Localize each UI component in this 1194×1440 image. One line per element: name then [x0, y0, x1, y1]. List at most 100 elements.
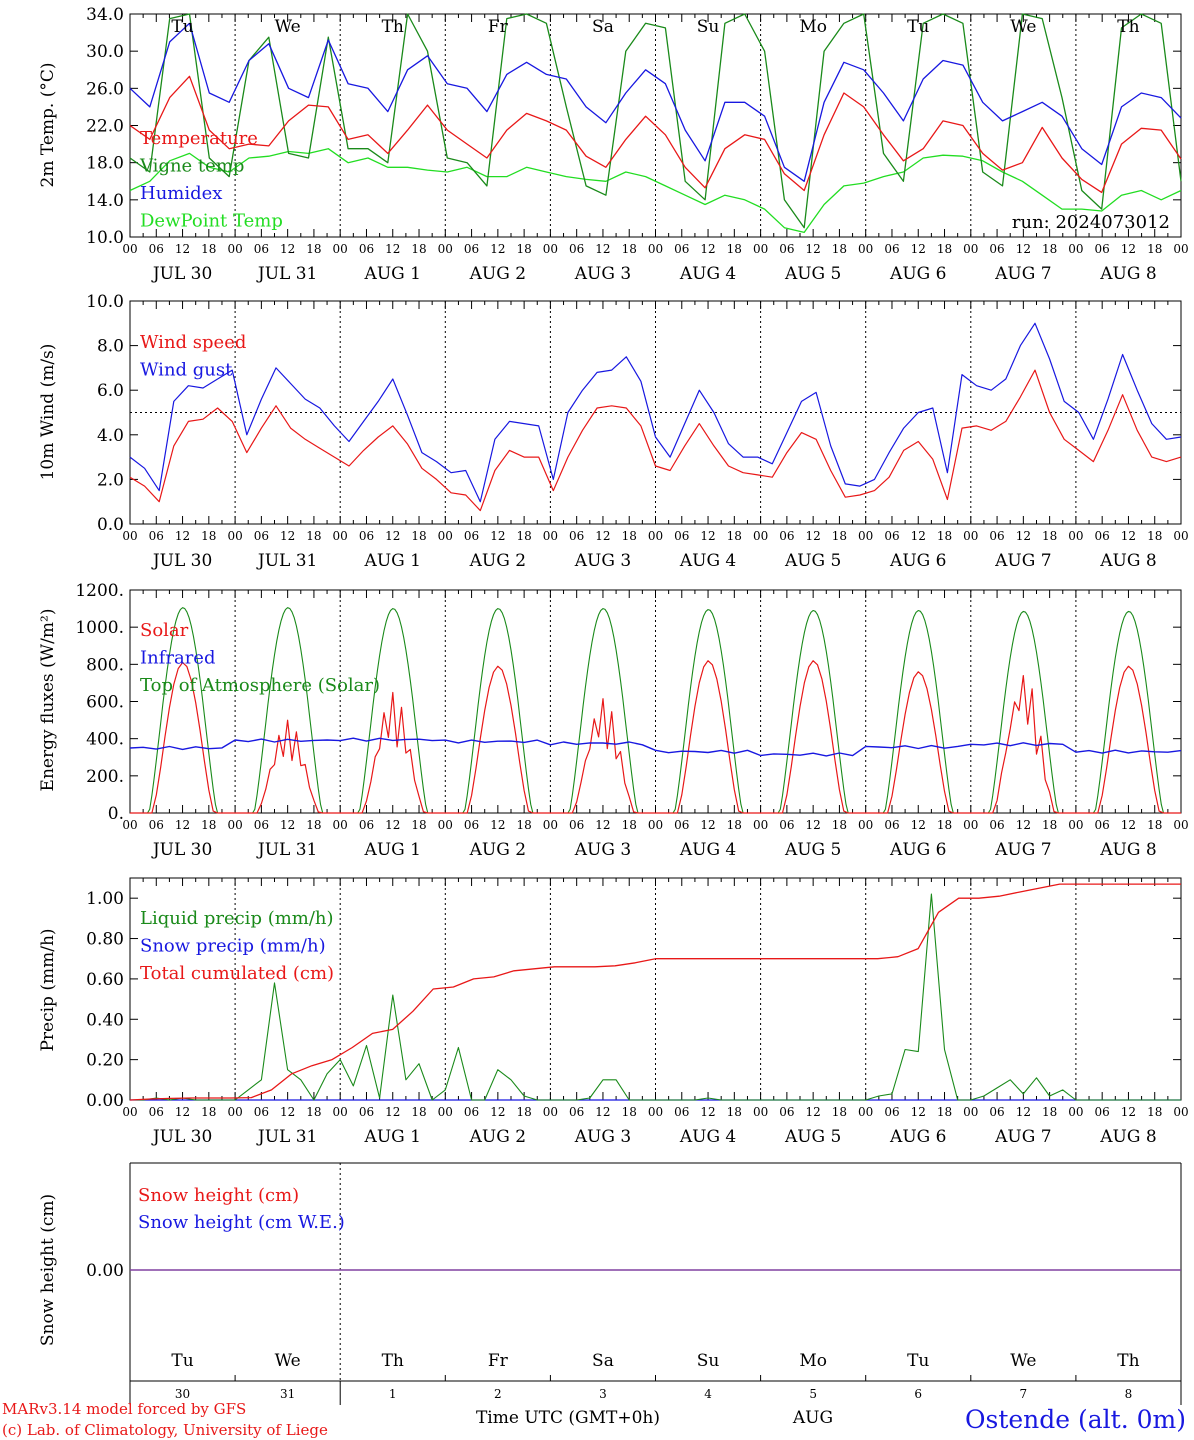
hour-tick-label: 00: [963, 1105, 978, 1119]
hour-tick-label: 06: [989, 818, 1004, 832]
date-label: AUG 5: [784, 840, 841, 860]
hour-tick-label: 06: [569, 242, 584, 256]
hour-tick-label: 00: [963, 242, 978, 256]
hour-tick-label: 00: [438, 818, 453, 832]
hour-tick-label: 00: [1173, 1105, 1188, 1119]
hour-tick-label: 06: [1095, 818, 1110, 832]
date-label: AUG 3: [574, 1127, 631, 1147]
hour-tick-label: 18: [622, 1105, 637, 1119]
weekday-label: Su: [697, 17, 720, 37]
y-tick-label: 0.00: [86, 1091, 124, 1111]
hour-tick-label: 06: [779, 1105, 794, 1119]
hour-tick-label: 12: [1016, 529, 1031, 543]
day-number: 1: [389, 1387, 397, 1401]
weekday-label: Mo: [799, 17, 827, 37]
series-line-dewpoint-temp: [129, 148, 1182, 234]
hour-tick-label: 18: [832, 1105, 847, 1119]
hour-tick-label: 06: [464, 242, 479, 256]
hour-tick-label: 00: [438, 529, 453, 543]
series-line-vigne-temp: [129, 13, 1182, 229]
hour-tick-label: 12: [1121, 242, 1136, 256]
day-number: 30: [175, 1387, 190, 1401]
hour-tick-label: 12: [806, 1105, 821, 1119]
credit-line: MARv3.14 model forced by GFS: [2, 1400, 246, 1418]
hour-tick-label: 18: [201, 1105, 216, 1119]
date-label: JUL 30: [151, 264, 212, 284]
legend-entry: Wind gust: [140, 360, 233, 381]
hour-tick-label: 18: [201, 242, 216, 256]
date-label: JUL 30: [151, 551, 212, 571]
hour-tick-label: 18: [622, 529, 637, 543]
hour-tick-label: 12: [1016, 1105, 1031, 1119]
y-axis-label: Energy fluxes (W/m²): [38, 609, 58, 792]
hour-tick-label: 06: [674, 242, 689, 256]
legend-entry: Snow height (cm): [138, 1185, 299, 1206]
date-label: JUL 31: [256, 264, 317, 284]
hour-tick-label: 18: [832, 242, 847, 256]
hour-tick-label: 00: [648, 818, 663, 832]
date-label: AUG 4: [679, 264, 736, 284]
hour-tick-label: 06: [779, 242, 794, 256]
hour-tick-label: 12: [385, 242, 400, 256]
date-label: AUG 7: [994, 264, 1051, 284]
hour-tick-label: 06: [359, 818, 374, 832]
hour-tick-label: 18: [1147, 242, 1162, 256]
y-tick-label: 4.0: [97, 426, 124, 446]
hour-tick-label: 12: [911, 529, 926, 543]
hour-tick-label: 06: [674, 529, 689, 543]
y-axis-label: 2m Temp. (°C): [38, 62, 58, 187]
hour-tick-label: 00: [858, 529, 873, 543]
hour-tick-label: 12: [595, 242, 610, 256]
legend-entry: Infrared: [140, 648, 215, 669]
date-label: AUG 7: [994, 840, 1051, 860]
hour-tick-label: 06: [254, 529, 269, 543]
hour-tick-label: 06: [254, 242, 269, 256]
legend-entry: DewPoint Temp: [140, 211, 283, 232]
hour-tick-label: 06: [884, 529, 899, 543]
hour-tick-label: 18: [306, 1105, 321, 1119]
date-label: JUL 30: [151, 840, 212, 860]
hour-tick-label: 00: [753, 818, 768, 832]
hour-tick-label: 06: [254, 1105, 269, 1119]
hour-tick-label: 00: [333, 1105, 348, 1119]
y-tick-label: 22.0: [86, 117, 124, 137]
hour-tick-label: 06: [359, 242, 374, 256]
day-number: 4: [704, 1387, 712, 1401]
hour-tick-label: 06: [884, 1105, 899, 1119]
legend-entry: Wind speed: [140, 332, 246, 353]
y-axis-label: Precip (mm/h): [38, 928, 58, 1051]
hour-tick-label: 00: [543, 818, 558, 832]
hour-tick-label: 06: [464, 1105, 479, 1119]
date-label: AUG 8: [1099, 264, 1156, 284]
hour-tick-label: 00: [753, 529, 768, 543]
weekday-label: Sa: [592, 17, 614, 37]
date-label: AUG 4: [679, 551, 736, 571]
day-number: 8: [1125, 1387, 1133, 1401]
legend-entry: Solar: [140, 620, 189, 641]
weekday-label: Fr: [488, 1351, 509, 1371]
hour-tick-label: 18: [727, 1105, 742, 1119]
legend-entry: Liquid precip (mm/h): [140, 908, 334, 929]
series-line-temperature: [129, 75, 1182, 194]
hour-tick-label: 18: [306, 242, 321, 256]
y-tick-label: 26.0: [86, 79, 124, 99]
hour-tick-label: 06: [149, 529, 164, 543]
weekday-label: Th: [1117, 1351, 1139, 1371]
hour-tick-label: 12: [280, 529, 295, 543]
hour-tick-label: 06: [989, 1105, 1004, 1119]
hour-tick-label: 00: [227, 242, 242, 256]
day-number: 2: [494, 1387, 502, 1401]
hour-tick-label: 06: [779, 818, 794, 832]
month-label: AUG: [792, 1408, 833, 1428]
hour-tick-label: 06: [149, 242, 164, 256]
hour-tick-label: 06: [464, 818, 479, 832]
hour-tick-label: 18: [1147, 818, 1162, 832]
hour-tick-label: 12: [700, 529, 715, 543]
weekday-label: Tu: [907, 17, 929, 37]
hour-tick-label: 12: [385, 1105, 400, 1119]
hour-tick-label: 18: [1042, 1105, 1057, 1119]
hour-tick-label: 00: [963, 529, 978, 543]
series-line-wind-gust: [129, 322, 1182, 503]
hour-tick-label: 00: [648, 529, 663, 543]
